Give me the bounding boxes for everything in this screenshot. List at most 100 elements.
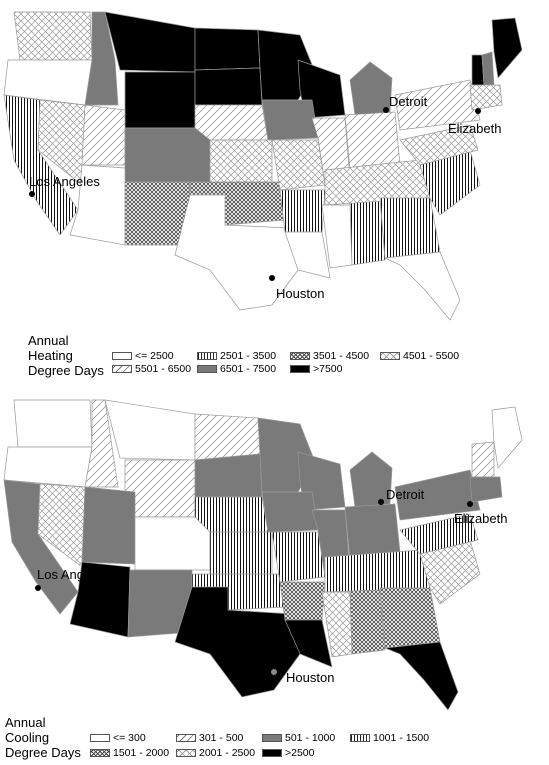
state-ut [81,486,136,565]
heating-legend-item: 6501 - 7500 [197,363,276,375]
city-label-detroit: Detroit [386,487,425,502]
city-dot-los-angeles [35,585,41,591]
legend-label: 1501 - 2000 [113,747,170,759]
state-mi [349,451,393,508]
state-ma-ct [469,476,503,503]
state-ia [261,99,319,141]
swatch-gray [262,734,282,742]
state-wa [13,399,93,448]
state-sd [194,453,263,498]
state-va [399,124,479,166]
city-label-houston: Houston [276,286,324,301]
swatch-crosshatch [90,749,110,757]
cooling-legend-item: 301 - 500 [176,732,243,744]
city-label-detroit: Detroit [389,94,428,109]
city-dot-detroit [378,499,384,505]
state-ut [81,104,126,166]
legend-label: 301 - 500 [199,732,244,744]
state-ar [279,189,326,233]
city-label-elizabeth: Elizabeth [454,511,507,526]
swatch-diagonal [176,734,196,742]
state-ne [194,496,269,533]
state-mt [104,399,196,461]
cooling-legend-item: 2001 - 2500 [176,747,255,759]
legend-label: >2500 [285,747,315,759]
cooling-legend-title-line1: Annual [5,715,46,730]
state-tx [174,194,299,311]
cooling-map: Detroit Elizabeth Los Angeles Houston [3,399,523,711]
state-pa-ny [394,79,481,131]
state-nd [194,413,261,461]
state-az [69,164,126,246]
state-tn-ky [324,549,431,593]
state-me [491,17,523,79]
state-va [399,513,479,555]
heating-legend-item: 2501 - 3500 [197,350,276,362]
city-label-elizabeth: Elizabeth [448,121,501,136]
state-ga [379,197,441,259]
state-ia [261,491,319,533]
state-la [284,619,333,668]
state-in-oh [344,111,401,171]
heating-degree-days-map-panel: Detroit Elizabeth Los Angeles Houston An… [3,11,523,378]
legend-label: <= 300 [113,732,146,744]
state-me [491,406,523,469]
state-mo [271,139,326,191]
swatch-white [112,352,132,360]
heating-legend-title-line3: Degree Days [28,363,104,378]
city-dot-houston [269,275,275,281]
city-dot-elizabeth [467,501,473,507]
cooling-legend-item: 1501 - 2000 [90,747,169,759]
state-al [349,587,386,655]
state-in-oh [344,503,401,561]
legend-label: 3501 - 4500 [313,350,370,362]
swatch-white [90,734,110,742]
city-markers: Detroit Elizabeth Los Angeles Houston [29,94,501,301]
city-dot-detroit [383,107,389,113]
state-wa [13,11,93,61]
state-id [84,399,119,488]
legend-label: >7500 [313,363,343,375]
state-ks [209,531,273,575]
city-label-houston: Houston [286,670,334,685]
city-dot-elizabeth [475,108,481,114]
state-az [69,561,131,638]
swatch-crosshatch-light [380,352,400,360]
swatch-crosshatch [290,352,310,360]
heating-legend-title-line1: Annual [28,333,69,348]
state-nd [194,27,261,71]
state-sd [194,67,263,106]
swatch-gray [197,365,217,373]
state-vt-nh [471,441,495,478]
city-label-los-angeles: Los Angeles [29,174,100,189]
state-co [134,516,211,571]
state-co [124,127,211,183]
cooling-legend-title-line3: Degree Days [5,745,81,760]
state-pa-ny [394,469,481,521]
swatch-diagonal [112,365,132,373]
swatch-vertical [197,352,217,360]
heating-legend-item: <= 2500 [112,350,174,362]
heating-legend-item: 4501 - 5500 [380,350,459,362]
cooling-legend-title: Annual Cooling Degree Days [5,715,81,760]
swatch-crosshatch-light [176,749,196,757]
city-markers: Detroit Elizabeth Los Angeles Houston [35,487,507,685]
state-ga [379,587,441,649]
swatch-vertical [350,734,370,742]
state-mo [271,531,326,583]
cooling-legend-title-line2: Cooling [5,730,50,745]
cooling-degree-days-map-panel: Detroit Elizabeth Los Angeles Houston An… [0,392,549,765]
state-tx [174,586,301,698]
legend-label: <= 2500 [135,350,174,362]
legend-label: 5501 - 6500 [135,363,192,375]
legend-label: 4501 - 5500 [403,350,460,362]
heating-legend-item: 3501 - 4500 [290,350,369,362]
state-al [349,197,386,266]
legend-label: 2001 - 2500 [199,747,256,759]
swatch-black [290,365,310,373]
state-wy [124,459,196,518]
state-mi [349,61,393,116]
state-fl [383,251,461,321]
state-ma-ct [469,84,503,111]
state-mt [104,11,196,73]
